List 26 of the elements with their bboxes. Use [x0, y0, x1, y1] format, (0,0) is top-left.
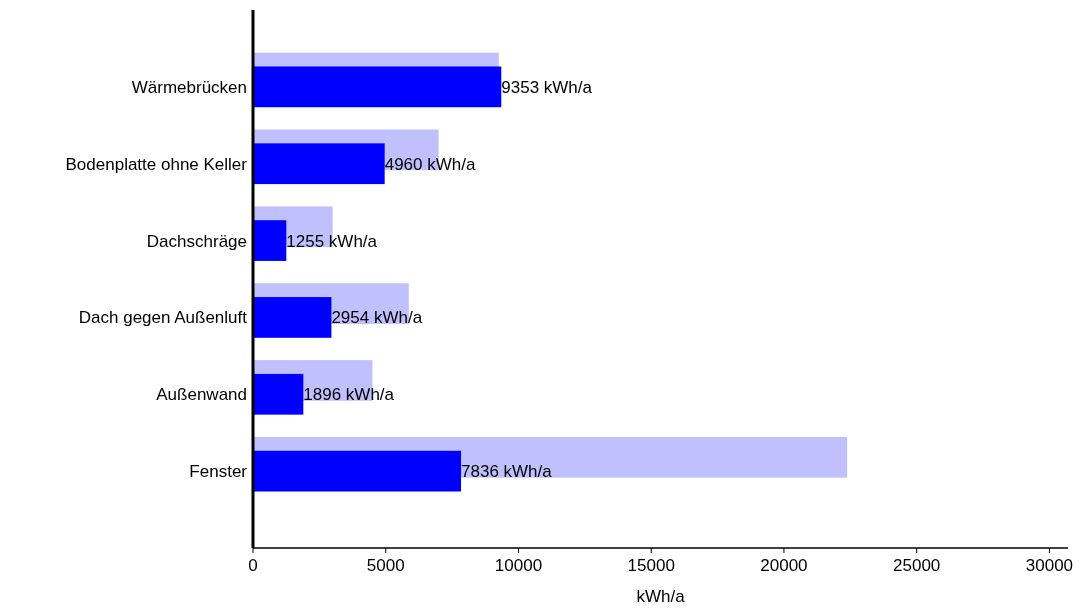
- bar: [253, 297, 332, 338]
- y-tick-label: Fenster: [189, 462, 248, 482]
- x-tick-label: 5000: [366, 556, 405, 575]
- x-axis-title: kWh/a: [636, 587, 686, 606]
- x-tick-label: 15000: [627, 556, 675, 575]
- bar: [253, 450, 462, 492]
- y-tick-label: Wärmebrücken: [131, 77, 247, 97]
- data-label: 2954 kWh/a: [331, 308, 423, 328]
- y-tick-label: Dachschräge: [146, 231, 247, 251]
- x-tick-label: 10000: [494, 556, 543, 575]
- y-tick-label: Dach gegen Außenluft: [78, 308, 248, 328]
- y-tick-label: Außenwand: [156, 385, 247, 405]
- bar: [253, 373, 304, 415]
- x-tick-label: 0: [248, 556, 258, 575]
- bar: [253, 66, 502, 108]
- y-tick-label: Bodenplatte ohne Keller: [65, 154, 248, 174]
- x-tick-label: 30000: [1025, 556, 1074, 575]
- x-tick-label: 25000: [893, 556, 941, 575]
- data-label: 7836 kWh/a: [461, 462, 553, 482]
- bar: [253, 143, 385, 185]
- data-label: 1255 kWh/a: [286, 231, 378, 251]
- data-label: 9353 kWh/a: [501, 77, 593, 97]
- x-tick-label: 20000: [760, 556, 808, 575]
- bar: [253, 220, 287, 261]
- data-label: 1896 kWh/a: [303, 385, 395, 405]
- data-label: 4960 kWh/a: [384, 154, 476, 174]
